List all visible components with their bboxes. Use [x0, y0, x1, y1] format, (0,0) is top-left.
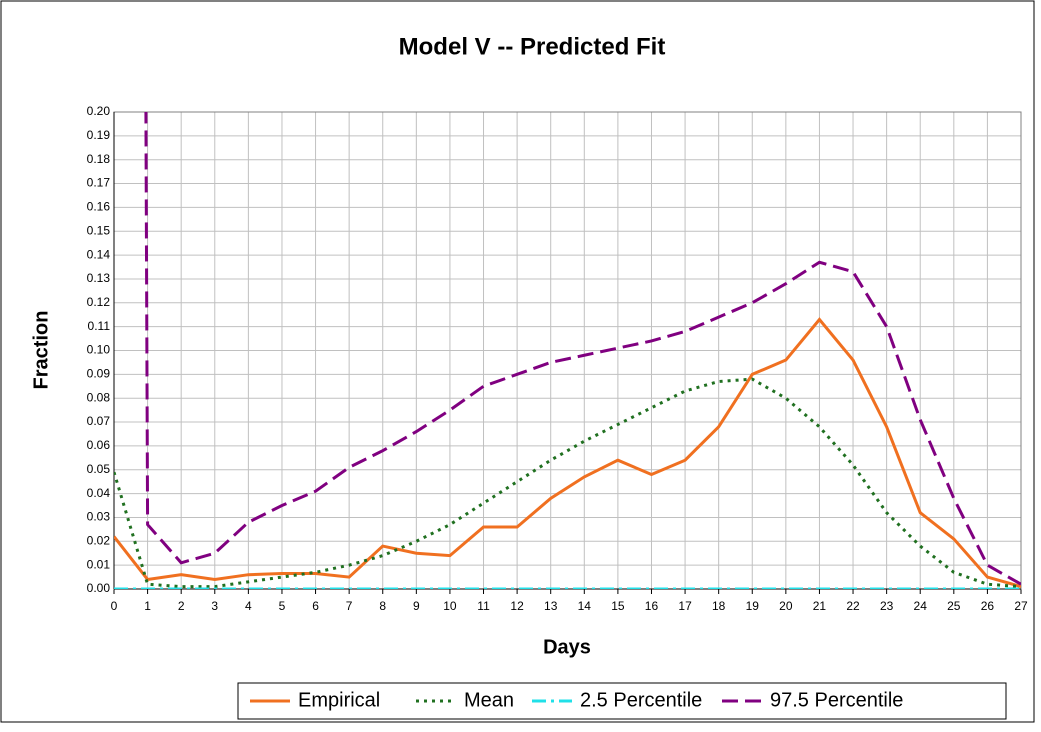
y-tick-label: 0.02	[87, 533, 111, 547]
series-line	[114, 317, 1021, 589]
y-tick-label: 0.17	[87, 176, 111, 190]
y-tick-label: 0.16	[87, 200, 111, 214]
x-tick-label: 27	[1014, 599, 1028, 613]
x-tick-label: 9	[413, 599, 420, 613]
x-tick-label: 15	[611, 599, 625, 613]
y-tick-label: 0.18	[87, 152, 111, 166]
series-line	[144, 112, 1021, 586]
x-tick-label: 2	[178, 599, 185, 613]
x-tick-label: 1	[144, 599, 151, 613]
x-tick-label: 7	[346, 599, 353, 613]
y-tick-label: 0.10	[87, 343, 111, 357]
y-tick-label: 0.05	[87, 462, 111, 476]
x-tick-label: 12	[510, 599, 524, 613]
x-tick-label: 4	[245, 599, 252, 613]
x-tick-label: 5	[279, 599, 286, 613]
y-tick-label: 0.01	[87, 557, 111, 571]
x-tick-label: 10	[443, 599, 457, 613]
x-tick-label: 18	[712, 599, 726, 613]
legend-label: 2.5 Percentile	[580, 689, 702, 711]
plot-lines	[114, 112, 1021, 589]
legend: Empirical Mean 2.5 Percentile 97.5 Percenti…	[250, 689, 903, 711]
y-tick-label: 0.07	[87, 414, 111, 428]
y-tick-label: 0.00	[87, 581, 111, 595]
x-tick-label: 22	[846, 599, 860, 613]
x-tick-label: 11	[477, 599, 490, 613]
y-tick-label: 0.19	[87, 128, 111, 142]
x-axis-label: Days	[543, 636, 591, 658]
legend-label: 97.5 Percentile	[770, 689, 903, 711]
chart-title: Model V -- Predicted Fit	[399, 33, 666, 60]
x-tick-label: 20	[779, 599, 793, 613]
y-tick-label: 0.06	[87, 438, 111, 452]
legend-box	[237, 682, 1007, 720]
x-tick-label: 25	[947, 599, 961, 613]
x-tick-label: 21	[813, 599, 827, 613]
y-tick-label: 0.15	[87, 223, 111, 237]
x-tick-label: 13	[544, 599, 558, 613]
x-tick-label: 8	[379, 599, 386, 613]
y-tick-label: 0.08	[87, 390, 111, 404]
x-tick-label: 3	[211, 599, 218, 613]
series-line	[114, 377, 1021, 589]
y-axis-label: Fraction	[30, 311, 52, 390]
x-tick-label: 26	[981, 599, 995, 613]
x-tick-label: 24	[914, 599, 928, 613]
y-tick-label: 0.12	[87, 295, 111, 309]
x-tick-label: 23	[880, 599, 894, 613]
grid: 0.00 0.01 0.02 0.03 0.04 0.05 0.06 0.07 0.08 0.09…	[87, 104, 1028, 613]
y-tick-label: 0.11	[88, 319, 111, 333]
y-tick-label: 0.04	[87, 486, 111, 500]
y-tick-label: 0.09	[87, 367, 111, 381]
x-tick-label: 16	[645, 599, 659, 613]
y-tick-label: 0.14	[87, 247, 111, 261]
y-tick-label: 0.20	[87, 104, 111, 118]
y-tick-label: 0.03	[87, 510, 111, 524]
x-tick-label: 0	[111, 599, 118, 613]
x-tick-label: 19	[746, 599, 760, 613]
legend-label: Mean	[464, 689, 514, 711]
y-tick-label: 0.13	[87, 271, 111, 285]
legend-label: Empirical	[298, 689, 380, 711]
x-tick-label: 14	[578, 599, 592, 613]
x-tick-label: 6	[312, 599, 319, 613]
x-tick-label: 17	[678, 599, 692, 613]
